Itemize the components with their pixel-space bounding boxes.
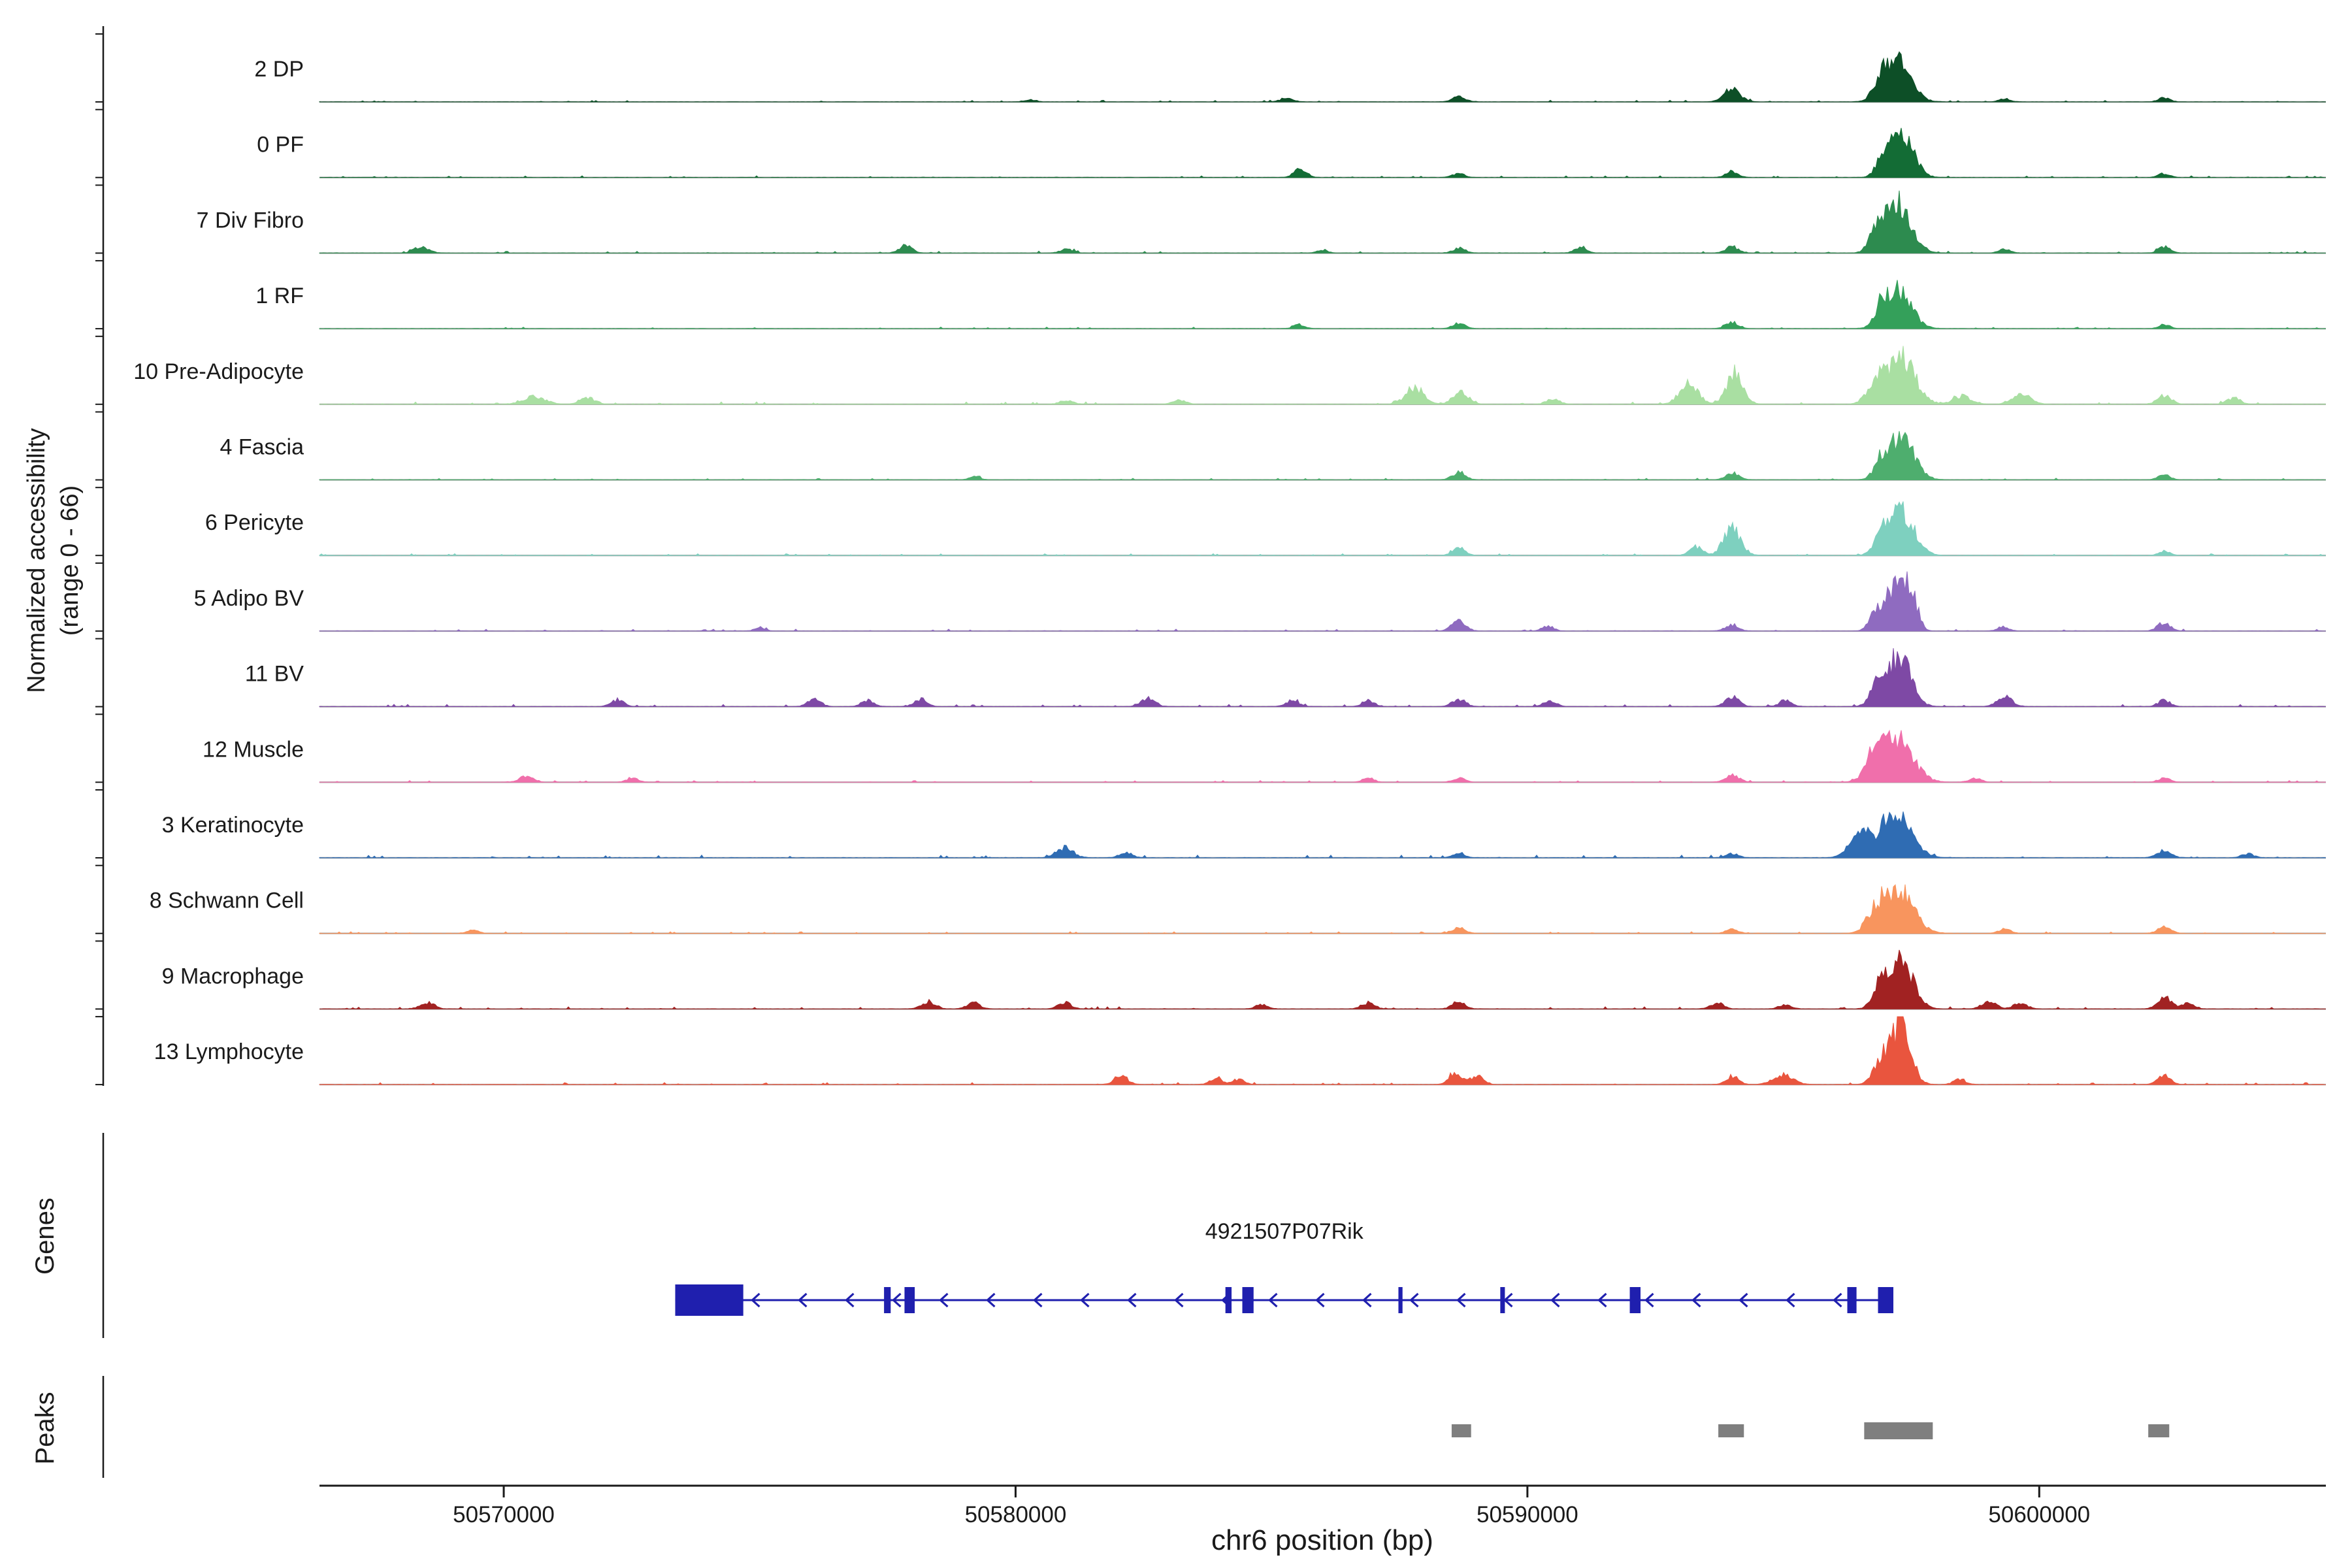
gene-strand-arrow — [1080, 1292, 1090, 1308]
peak-region-rect — [1451, 1424, 1471, 1437]
gene-strand-arrow — [845, 1292, 855, 1308]
track-row: 11 BV — [245, 648, 2327, 708]
gene-strand-arrow — [986, 1292, 996, 1308]
x-axis-tick-label: 50580000 — [965, 1502, 1067, 1527]
track-coverage — [319, 280, 2327, 329]
gene-strand-arrow — [1409, 1292, 1419, 1308]
track-coverage — [319, 346, 2327, 405]
gene-exon — [1398, 1287, 1403, 1313]
track-coverage — [319, 811, 2327, 858]
gene-strand-arrow — [1268, 1292, 1278, 1308]
track-row: 3 Keratinocyte — [162, 811, 2327, 859]
track-coverage — [319, 949, 2327, 1009]
track-coverage — [319, 571, 2326, 632]
genes-section-label: Genes — [31, 1198, 59, 1275]
track-label: 1 RF — [255, 284, 304, 308]
x-axis-tick-label: 50570000 — [453, 1502, 555, 1527]
gene-strand-arrow — [892, 1292, 902, 1308]
gene-strand-arrow — [798, 1292, 808, 1308]
track-row: 4 Fascia — [220, 431, 2326, 481]
gene-strand-arrow — [1597, 1292, 1607, 1308]
gene-strand-arrow — [1315, 1292, 1325, 1308]
track-label: 9 Macrophage — [162, 964, 304, 988]
track-row: 10 Pre-Adipocyte — [133, 346, 2327, 405]
track-coverage — [319, 51, 2327, 103]
peak-region-rect — [2148, 1424, 2170, 1437]
track-row: 2 DP — [254, 51, 2327, 103]
track-coverage — [319, 431, 2326, 481]
peaks-panel — [102, 1376, 2170, 1478]
gene-strand-arrow — [939, 1292, 949, 1308]
track-row: 0 PF — [257, 127, 2326, 178]
gene-exon — [1225, 1287, 1232, 1313]
peak-region-rect — [1718, 1424, 1744, 1437]
track-label: 0 PF — [257, 133, 304, 157]
track-row: 5 Adipo BV — [194, 571, 2326, 632]
track-label: 8 Schwann Cell — [150, 889, 304, 913]
track-label: 5 Adipo BV — [194, 586, 304, 611]
x-axis-title: chr6 position (bp) — [1211, 1524, 1433, 1556]
gene-strand-arrow — [1503, 1292, 1513, 1308]
gene-strand-arrow — [1550, 1292, 1560, 1308]
track-label: 11 BV — [245, 662, 304, 687]
peak-region-rect — [1864, 1422, 1933, 1439]
gene-strand-arrow — [1362, 1292, 1372, 1308]
track-row: 1 RF — [255, 280, 2327, 330]
gene-strand-arrow — [1786, 1292, 1795, 1308]
track-coverage — [319, 729, 2327, 783]
x-axis-tick-label: 50600000 — [1988, 1502, 2090, 1527]
peaks-section-label: Peaks — [31, 1392, 59, 1464]
gene-strand-arrow — [1456, 1292, 1466, 1308]
track-coverage — [319, 190, 2327, 253]
track-coverage — [319, 127, 2326, 178]
track-label: 3 Keratinocyte — [162, 813, 304, 838]
gene-exon — [1500, 1287, 1505, 1313]
y-axis-label-line1: Normalized accessibility — [23, 428, 50, 693]
track-row: 6 Pericyte — [205, 501, 2327, 557]
gene-strand-arrow — [1174, 1292, 1184, 1308]
gene-name-label: 4921507P07Rik — [1205, 1219, 1364, 1244]
gene-strand-arrow — [1833, 1292, 1842, 1308]
x-axis: 50570000 50580000 50590000 50600000 — [95, 26, 2326, 1527]
gene-strand-arrow — [1033, 1292, 1043, 1308]
gene-exon — [884, 1287, 891, 1313]
gene-strand-arrow — [1691, 1292, 1701, 1308]
track-label: 10 Pre-Adipocyte — [133, 359, 304, 384]
track-row: 13 Lymphocyte — [154, 1016, 2326, 1086]
track-row: 9 Macrophage — [162, 949, 2327, 1010]
track-row: 8 Schwann Cell — [150, 884, 2326, 934]
track-label: 6 Pericyte — [205, 510, 304, 535]
gene-exon — [1847, 1287, 1857, 1313]
gene-strand-arrow — [1739, 1292, 1748, 1308]
track-coverage — [319, 648, 2327, 708]
track-row: 7 Div Fibro — [197, 190, 2327, 254]
track-label: 12 Muscle — [203, 737, 304, 762]
gene-exon — [675, 1284, 743, 1316]
track-coverage — [319, 884, 2326, 934]
track-label: 4 Fascia — [220, 435, 304, 460]
gene-exon — [1878, 1287, 1894, 1313]
track-label: 13 Lymphocyte — [154, 1039, 304, 1064]
gene-exon — [904, 1287, 915, 1313]
genes-panel: 4921507P07Rik — [102, 1133, 1894, 1338]
accessibility-tracks-panel: 2 DP 0 PF 7 Div Fibro 1 RF 10 Pre-Adipocyte 4… — [133, 51, 2327, 1086]
gene-exon — [1242, 1287, 1254, 1313]
track-label: 2 DP — [254, 57, 304, 82]
y-axis-label-line2: (range 0 - 66) — [56, 485, 84, 636]
track-label: 7 Div Fibro — [197, 208, 304, 233]
gene-exon — [1629, 1287, 1641, 1313]
x-axis-tick-label: 50590000 — [1477, 1502, 1578, 1527]
track-coverage — [319, 1016, 2326, 1085]
track-coverage — [319, 501, 2327, 556]
track-row: 12 Muscle — [203, 729, 2327, 783]
gene-strand-arrow — [1644, 1292, 1654, 1308]
gene-strand-arrow — [751, 1292, 760, 1308]
gene-strand-arrow — [1127, 1292, 1137, 1308]
